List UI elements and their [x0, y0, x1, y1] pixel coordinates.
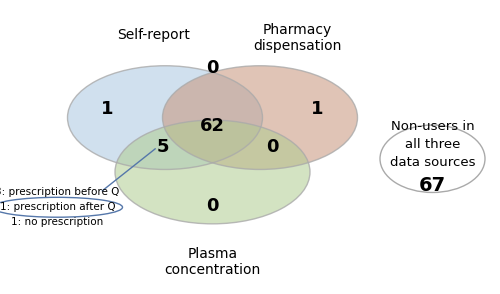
Text: 5: 5 — [156, 138, 169, 156]
Text: Self-report: Self-report — [118, 28, 190, 42]
Ellipse shape — [68, 66, 262, 169]
Text: Pharmacy
dispensation: Pharmacy dispensation — [254, 23, 342, 53]
Ellipse shape — [115, 120, 310, 224]
Text: Plasma
concentration: Plasma concentration — [164, 247, 260, 277]
Text: 1: 1 — [101, 100, 114, 118]
Text: 0: 0 — [206, 59, 219, 77]
Ellipse shape — [380, 125, 485, 193]
Text: 3: prescription before Q
1: prescription after Q
1: no prescription: 3: prescription before Q 1: prescription… — [0, 188, 120, 227]
Text: 67: 67 — [419, 176, 446, 195]
Text: 0: 0 — [266, 138, 279, 156]
Text: 1: 1 — [311, 100, 324, 118]
Text: 62: 62 — [200, 117, 225, 136]
Ellipse shape — [0, 197, 122, 217]
Text: 0: 0 — [206, 197, 219, 215]
Ellipse shape — [162, 66, 358, 169]
Text: Non-users in
all three
data sources: Non-users in all three data sources — [390, 120, 475, 168]
